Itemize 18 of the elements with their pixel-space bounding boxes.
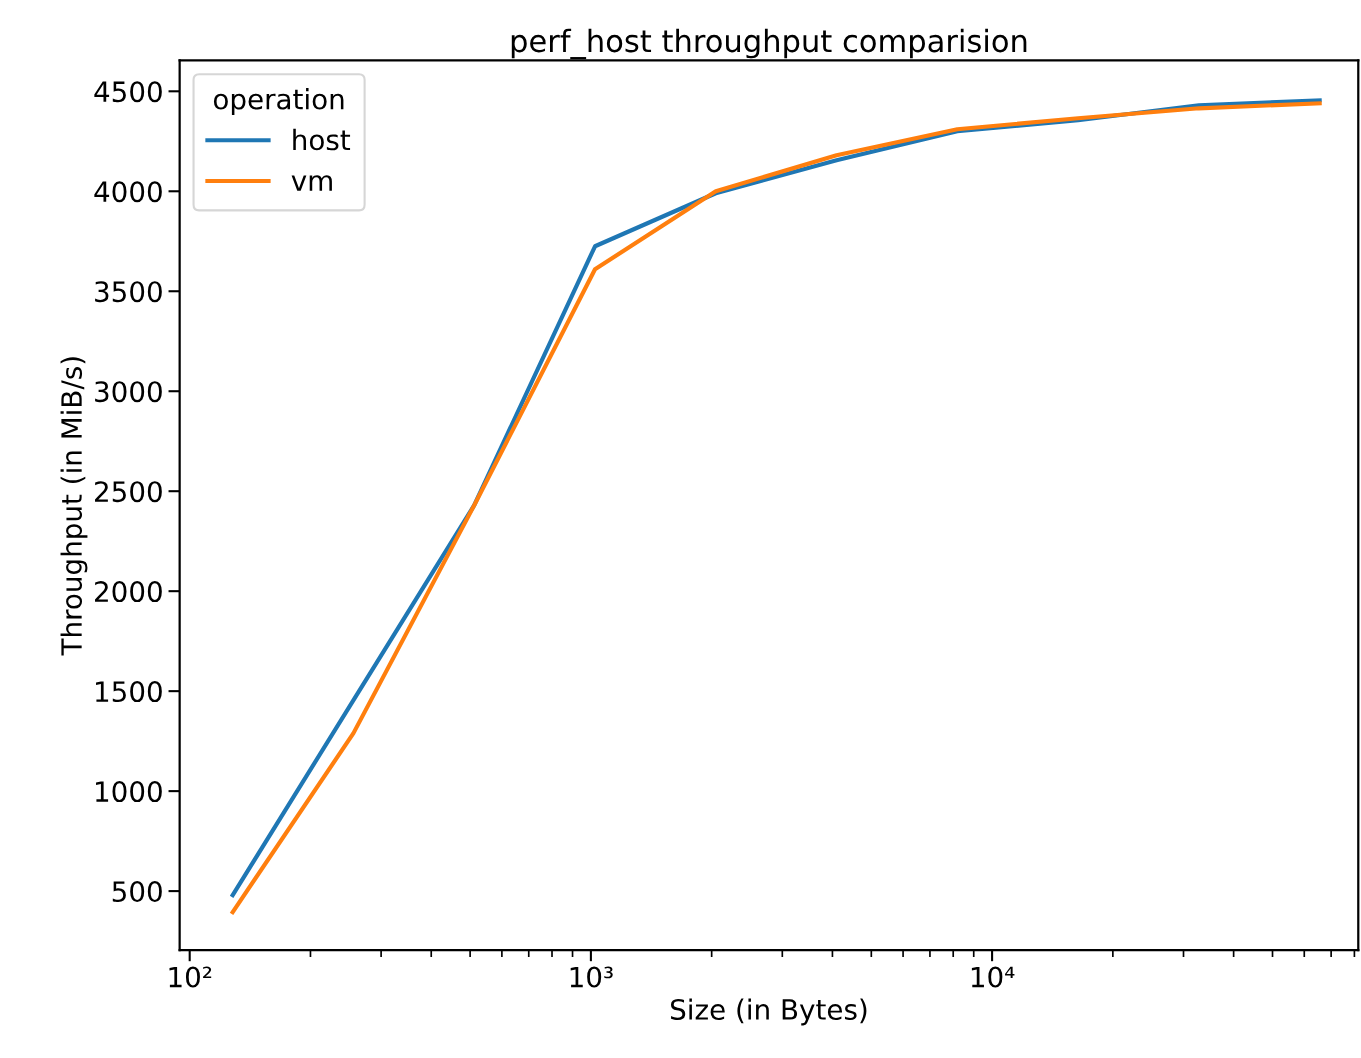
legend-label: host bbox=[293, 128, 351, 151]
x-tick-label: 10⁴ bbox=[971, 966, 1015, 988]
y-tick-label: 4500 bbox=[94, 81, 162, 103]
y-tick-label: 1500 bbox=[96, 681, 162, 703]
y-axis-title: Throughput (in MiB/s) bbox=[60, 357, 88, 656]
y-tick-label: 1000 bbox=[96, 781, 162, 803]
legend-label: vm bbox=[291, 175, 332, 191]
y-tick-label: 500 bbox=[112, 881, 162, 903]
y-tick-label: 3500 bbox=[95, 281, 162, 303]
y-tick-label: 2500 bbox=[95, 481, 162, 503]
y-tick-label: 4000 bbox=[94, 181, 162, 203]
x-tick-label: 10³ bbox=[570, 966, 613, 988]
legend-title: operation bbox=[213, 88, 344, 115]
x-tick-label: 10² bbox=[169, 966, 212, 988]
y-tick-label: 2000 bbox=[95, 581, 162, 603]
chart-title: perf_host throughput comparision bbox=[511, 28, 1027, 60]
x-axis-title: Size (in Bytes) bbox=[670, 998, 867, 1026]
y-tick-label: 3000 bbox=[95, 381, 162, 403]
